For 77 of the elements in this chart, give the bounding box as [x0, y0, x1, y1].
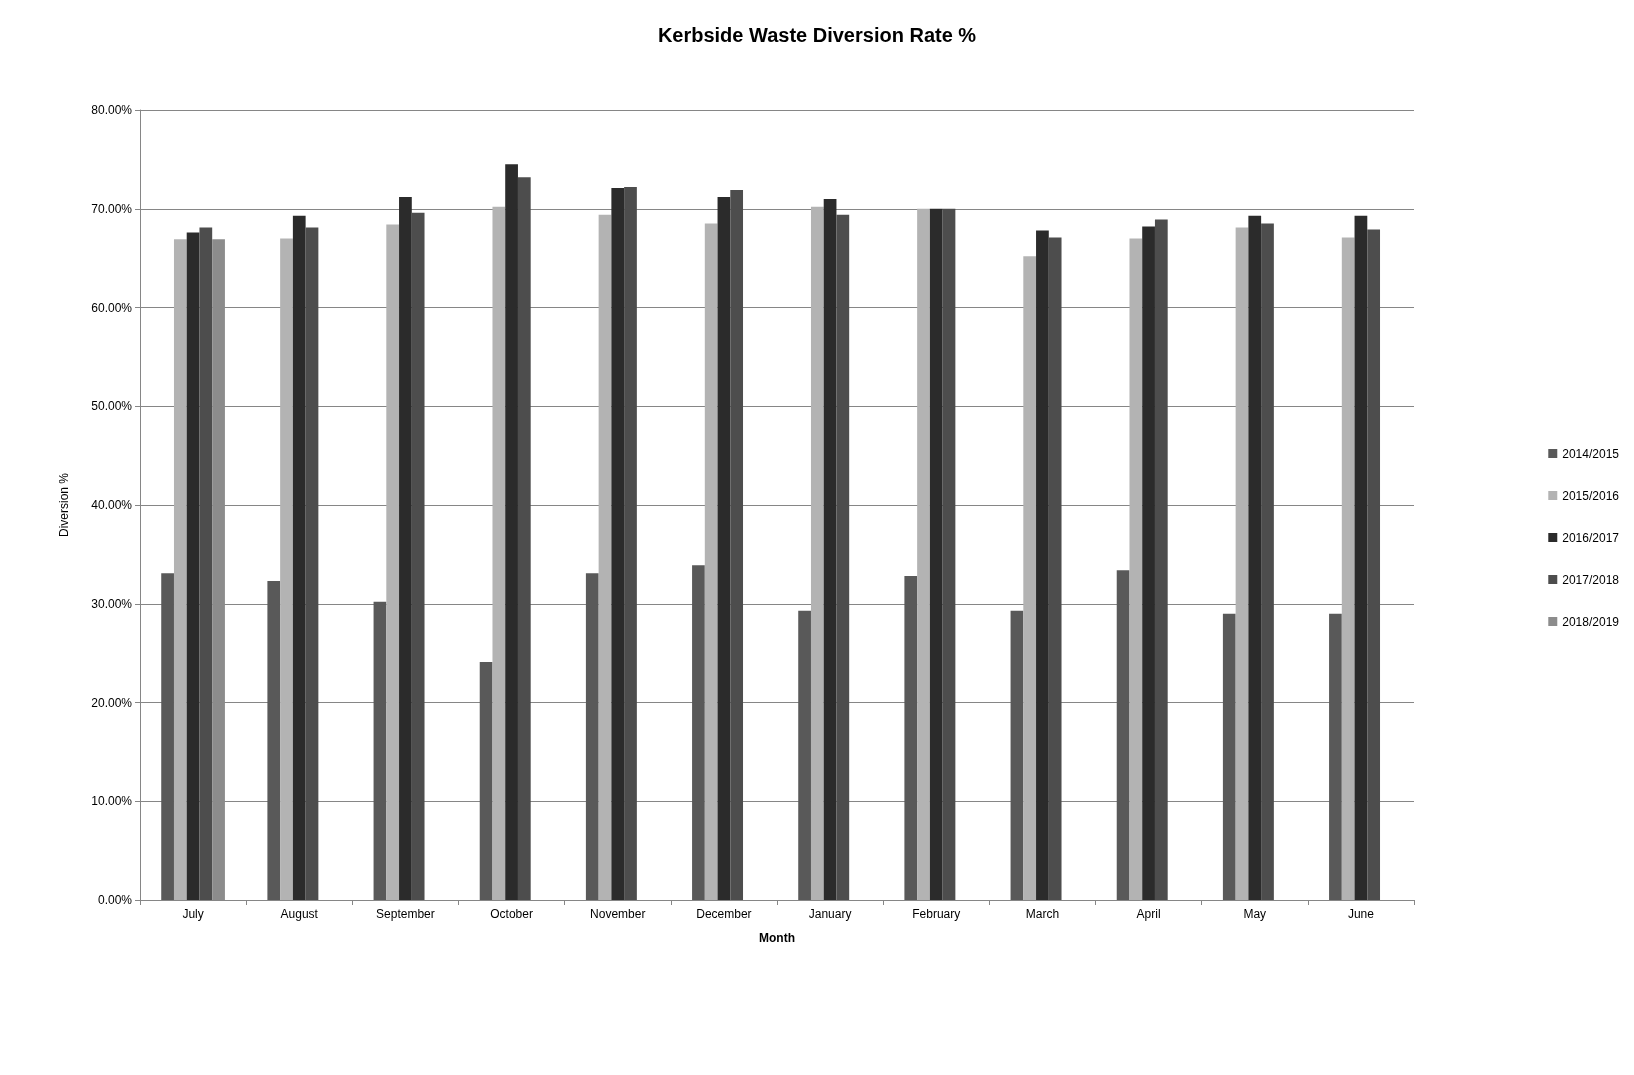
bar [929, 208, 943, 900]
bar [1261, 223, 1274, 900]
bar [704, 223, 718, 900]
bar [810, 206, 824, 900]
x-tick-label: November [590, 907, 646, 921]
bar [386, 224, 400, 900]
bar [492, 206, 506, 900]
bar [1154, 219, 1168, 900]
bar [267, 581, 281, 900]
bar [798, 610, 811, 900]
bar [692, 565, 705, 900]
bar [585, 573, 599, 900]
x-tick-label: February [912, 907, 961, 921]
bar [411, 212, 425, 900]
bar [1036, 230, 1049, 900]
bar [186, 232, 200, 900]
bar [1129, 238, 1143, 900]
bar [1329, 613, 1342, 900]
x-tick-label: May [1243, 907, 1267, 921]
bar [1222, 613, 1236, 900]
bar [598, 214, 612, 900]
x-tick-label: June [1347, 907, 1375, 921]
bar [479, 662, 493, 900]
bar [1142, 226, 1155, 900]
x-tick-label: March [1025, 907, 1060, 921]
x-tick-label: September [376, 907, 435, 921]
bar [917, 208, 930, 900]
bar [1048, 237, 1062, 900]
x-axis-title: Month [759, 931, 795, 945]
bar [280, 238, 293, 900]
bar [505, 164, 518, 900]
bar [373, 601, 387, 900]
bar [611, 188, 625, 900]
bar [292, 215, 306, 900]
bar [1010, 610, 1024, 900]
y-tick-label: 0.00% [97, 893, 133, 907]
bar [173, 239, 187, 900]
bar [624, 187, 637, 900]
legend-label: 2015/2016 [1562, 488, 1620, 503]
bar [717, 196, 731, 900]
bar [305, 227, 319, 900]
bar [199, 227, 213, 900]
x-tick-label: December [696, 907, 752, 921]
y-tick-label: 40.00% [91, 498, 133, 512]
bar [1354, 215, 1368, 900]
legend-label: 2018/2019 [1562, 614, 1620, 629]
y-tick-label: 10.00% [91, 794, 133, 809]
y-tick-label: 60.00% [91, 300, 133, 315]
bar [1367, 229, 1381, 900]
y-tick-label: 70.00% [91, 201, 133, 216]
bar [1341, 237, 1355, 900]
x-tick-label: January [808, 907, 852, 921]
bar [1248, 215, 1262, 900]
bar [730, 189, 744, 900]
chart-title: Kerbside Waste Diversion Rate % [657, 24, 977, 46]
y-tick-label: 80.00% [91, 103, 133, 117]
y-tick-label: 30.00% [91, 596, 133, 611]
x-tick-label: July [182, 907, 204, 921]
bar [1116, 570, 1130, 900]
bar [823, 198, 837, 900]
x-tick-label: April [1136, 907, 1161, 921]
bar [161, 573, 174, 900]
bar [942, 208, 956, 900]
bar [399, 196, 412, 900]
y-axis-title: Diversion % [57, 472, 71, 538]
bar [904, 576, 918, 900]
y-tick-label: 20.00% [91, 695, 133, 710]
x-tick-label: October [490, 907, 533, 921]
x-tick-label: August [280, 907, 319, 921]
legend-label: 2014/2015 [1562, 446, 1620, 461]
legend-label: 2017/2018 [1562, 572, 1620, 587]
bar [1235, 227, 1249, 900]
bar [517, 177, 531, 900]
bar [836, 214, 850, 900]
y-tick-label: 50.00% [91, 399, 133, 414]
legend-label: 2016/2017 [1562, 530, 1620, 545]
bar [1023, 256, 1037, 900]
